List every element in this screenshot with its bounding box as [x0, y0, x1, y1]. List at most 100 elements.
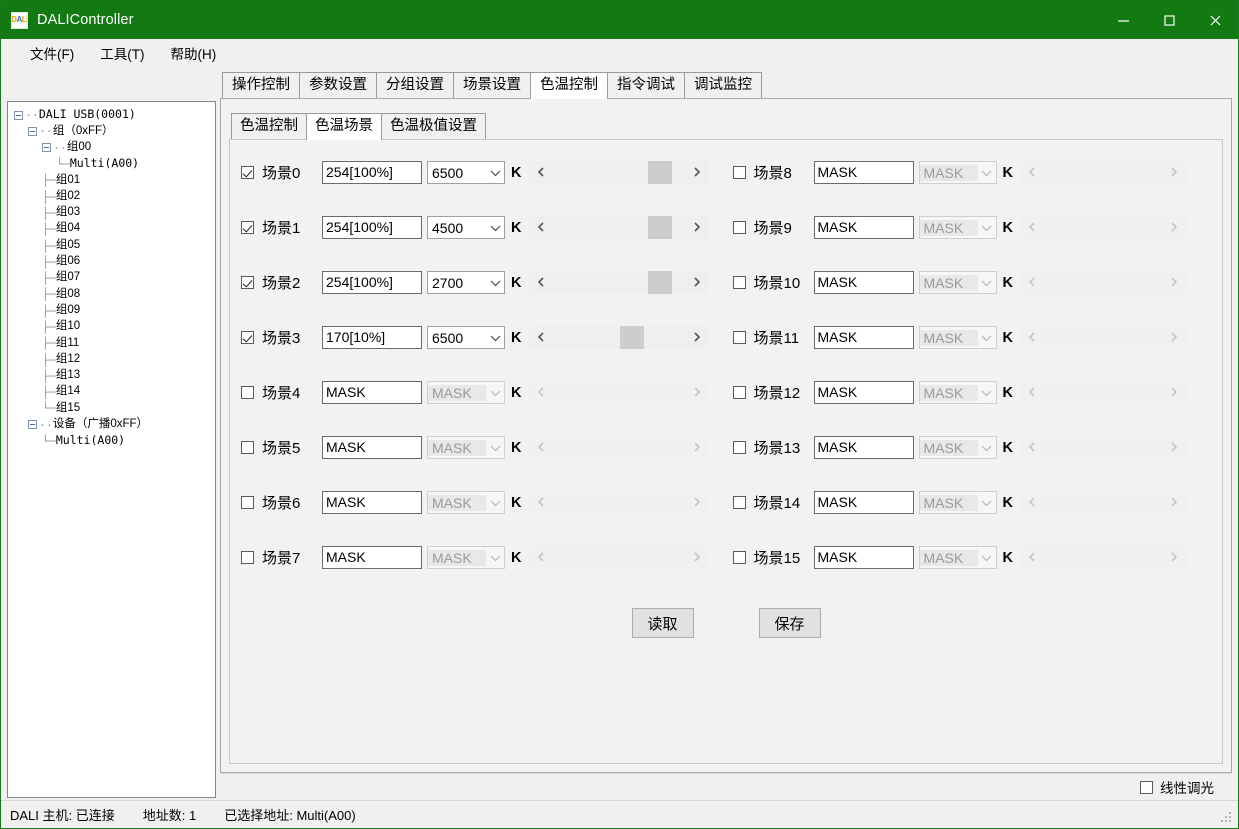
main-tab-2[interactable]: 分组设置 [376, 72, 454, 99]
scene-enable-checkbox[interactable] [732, 276, 746, 289]
scene-enable-checkbox[interactable] [241, 441, 254, 454]
save-button[interactable]: 保存 [758, 608, 821, 638]
scene-kelvin-select[interactable]: MASK [918, 436, 997, 459]
scene-level-input[interactable]: MASK [813, 436, 914, 459]
slider-right-arrow-icon[interactable] [1163, 161, 1187, 184]
linear-dimming-checkbox[interactable] [1140, 780, 1153, 794]
scene-level-input[interactable]: MASK [322, 491, 422, 514]
scene-enable-checkbox[interactable] [732, 386, 746, 399]
scene-level-input[interactable]: 254[100%] [322, 271, 422, 294]
scene-kelvin-select[interactable]: 4500 [427, 216, 505, 239]
tree-node[interactable]: ├─ 组14 [8, 384, 215, 400]
slider-track[interactable] [1045, 216, 1163, 239]
slider-right-arrow-icon[interactable] [1163, 381, 1187, 404]
tree-node[interactable]: ├─ 组05 [8, 237, 215, 253]
slider-right-arrow-icon[interactable] [1163, 271, 1187, 294]
slider-left-arrow-icon[interactable] [529, 491, 553, 514]
slider-thumb[interactable] [619, 326, 644, 349]
main-tab-1[interactable]: 参数设置 [299, 72, 377, 99]
scene-level-input[interactable]: 254[100%] [322, 161, 422, 184]
main-tab-6[interactable]: 调试监控 [684, 72, 762, 99]
slider-left-arrow-icon[interactable] [529, 161, 553, 184]
slider-right-arrow-icon[interactable] [1163, 326, 1187, 349]
close-button[interactable] [1192, 1, 1238, 39]
slider-right-arrow-icon[interactable] [685, 326, 709, 349]
scene-kelvin-select[interactable]: MASK [918, 491, 997, 514]
slider-right-arrow-icon[interactable] [1163, 436, 1187, 459]
slider-track[interactable] [553, 546, 685, 569]
scene-enable-checkbox[interactable] [241, 551, 254, 564]
main-tab-5[interactable]: 指令调试 [607, 72, 685, 99]
scene-kelvin-select[interactable]: MASK [427, 546, 505, 569]
scene-kelvin-slider[interactable] [529, 216, 709, 239]
scene-kelvin-slider[interactable] [1020, 491, 1187, 514]
scene-kelvin-select[interactable]: MASK [918, 326, 997, 349]
main-tab-3[interactable]: 场景设置 [453, 72, 531, 99]
scene-level-input[interactable]: MASK [322, 436, 422, 459]
slider-left-arrow-icon[interactable] [1021, 546, 1045, 569]
scene-kelvin-select[interactable]: MASK [918, 381, 997, 404]
read-button[interactable]: 读取 [631, 608, 694, 638]
slider-left-arrow-icon[interactable] [1021, 491, 1045, 514]
tree-node[interactable]: ·· 组（0xFF） [8, 123, 215, 139]
scene-kelvin-slider[interactable] [529, 436, 709, 459]
scene-level-input[interactable]: MASK [322, 546, 422, 569]
scene-enable-checkbox[interactable] [241, 221, 254, 234]
scene-kelvin-select[interactable]: 2700 [427, 271, 505, 294]
scene-enable-checkbox[interactable] [241, 386, 254, 399]
tree-node[interactable]: ├─ 组04 [8, 221, 215, 237]
tree-node[interactable]: ·· 设备（广播0xFF） [8, 417, 215, 433]
slider-thumb[interactable] [648, 216, 673, 239]
scene-level-input[interactable]: 254[100%] [322, 216, 422, 239]
tree-node[interactable]: ├─ 组08 [8, 286, 215, 302]
scene-level-input[interactable]: 170[10%] [322, 326, 422, 349]
tree-node[interactable]: ├─ 组12 [8, 351, 215, 367]
sub-tab-1[interactable]: 色温场景 [306, 113, 382, 140]
scene-enable-checkbox[interactable] [732, 496, 746, 509]
tree-node[interactable]: └─ Multi(A00) [8, 156, 215, 172]
scene-level-input[interactable]: MASK [813, 326, 914, 349]
tree-node[interactable]: ├─ 组01 [8, 172, 215, 188]
slider-left-arrow-icon[interactable] [529, 436, 553, 459]
slider-left-arrow-icon[interactable] [529, 216, 553, 239]
scene-level-input[interactable]: MASK [813, 381, 914, 404]
sub-tab-0[interactable]: 色温控制 [231, 113, 307, 140]
scene-kelvin-select[interactable]: MASK [427, 381, 505, 404]
tree-node[interactable]: ├─ 组02 [8, 188, 215, 204]
scene-kelvin-slider[interactable] [529, 326, 709, 349]
scene-enable-checkbox[interactable] [241, 276, 254, 289]
slider-track[interactable] [553, 381, 685, 404]
scene-level-input[interactable]: MASK [813, 161, 914, 184]
tree-node[interactable]: ·· DALI USB(0001) [8, 107, 215, 123]
scene-enable-checkbox[interactable] [732, 221, 746, 234]
slider-left-arrow-icon[interactable] [529, 326, 553, 349]
tree-node[interactable]: ├─ 组09 [8, 303, 215, 319]
slider-left-arrow-icon[interactable] [529, 271, 553, 294]
scene-kelvin-select[interactable]: MASK [427, 436, 505, 459]
slider-right-arrow-icon[interactable] [685, 381, 709, 404]
slider-right-arrow-icon[interactable] [685, 546, 709, 569]
slider-right-arrow-icon[interactable] [685, 161, 709, 184]
slider-track[interactable] [1045, 546, 1163, 569]
scene-enable-checkbox[interactable] [732, 551, 746, 564]
slider-left-arrow-icon[interactable] [1021, 216, 1045, 239]
slider-right-arrow-icon[interactable] [685, 491, 709, 514]
scene-kelvin-select[interactable]: 6500 [427, 161, 505, 184]
minimize-button[interactable] [1100, 1, 1146, 39]
slider-thumb[interactable] [648, 271, 673, 294]
scene-kelvin-select[interactable]: MASK [427, 491, 505, 514]
slider-track[interactable] [553, 161, 685, 184]
slider-right-arrow-icon[interactable] [1163, 546, 1187, 569]
resize-grip-icon[interactable] [1220, 812, 1232, 824]
slider-track[interactable] [1045, 381, 1163, 404]
slider-right-arrow-icon[interactable] [685, 271, 709, 294]
scene-level-input[interactable]: MASK [813, 546, 914, 569]
menu-item-file[interactable]: 文件(F) [30, 46, 75, 62]
scene-kelvin-slider[interactable] [529, 546, 709, 569]
slider-track[interactable] [1045, 271, 1163, 294]
scene-kelvin-slider[interactable] [1020, 546, 1187, 569]
scene-kelvin-select[interactable]: MASK [918, 161, 997, 184]
slider-left-arrow-icon[interactable] [1021, 436, 1045, 459]
slider-track[interactable] [553, 326, 685, 349]
scene-enable-checkbox[interactable] [241, 166, 254, 179]
